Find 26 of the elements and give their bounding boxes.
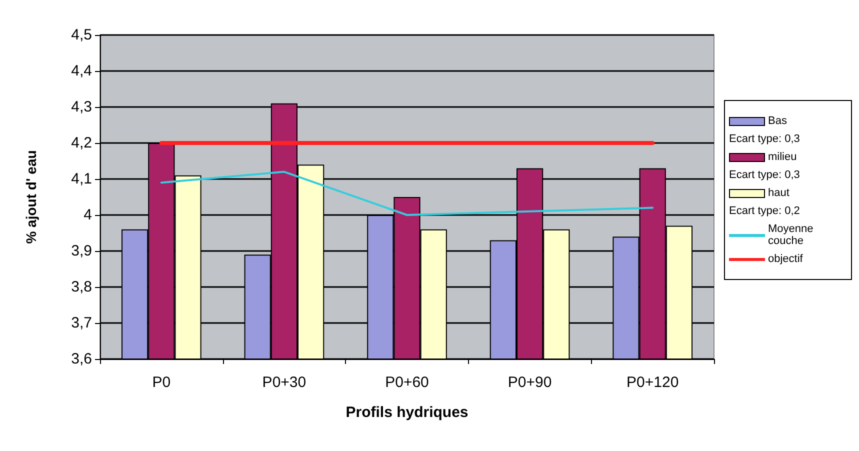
y-tick-label: 3,6 (71, 350, 92, 368)
legend-label: Moyenne couche (768, 223, 814, 247)
legend-label: objectif (768, 253, 803, 265)
x-tick-label: P0+120 (626, 374, 679, 391)
text: Ecart type: 0,3 (729, 133, 801, 145)
y-tick-label: 4,2 (71, 134, 92, 152)
y-tick-label: 4 (84, 206, 92, 224)
text: Ecart type: 0,3 (729, 169, 801, 181)
legend-label: milieu (768, 151, 797, 163)
y-tick-label: 3,8 (71, 278, 92, 296)
y-tick-label: 3,7 (71, 314, 92, 332)
y-tick-label: 4,4 (71, 62, 92, 80)
y-tick-label: 4,1 (71, 170, 92, 188)
x-axis-title: Profils hydriques (346, 404, 468, 421)
x-tick-label: P0 (152, 374, 171, 391)
y-tick-label: 3,9 (71, 242, 92, 260)
y-axis-title: % ajout d' eau (23, 150, 39, 244)
x-tick-label: P0+90 (508, 374, 552, 391)
y-tick-label: 4,3 (71, 98, 92, 116)
legend-label: Bas (768, 115, 787, 127)
line-series (160, 170, 654, 216)
text: Ecart type: 0,2 (729, 205, 801, 217)
legend-label: haut (768, 187, 790, 199)
y-tick-label: 4,5 (71, 26, 92, 44)
x-tick-label: P0+60 (385, 374, 429, 391)
x-tick-label: P0+30 (262, 374, 306, 391)
